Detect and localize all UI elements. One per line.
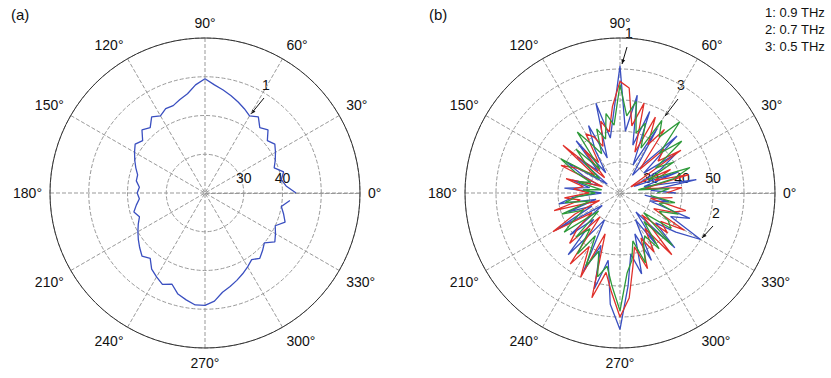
svg-text:30°: 30°: [761, 97, 782, 113]
svg-text:330°: 330°: [346, 274, 375, 290]
svg-text:50: 50: [705, 170, 721, 186]
svg-text:300°: 300°: [702, 333, 731, 349]
svg-text:40: 40: [275, 170, 291, 186]
svg-text:300°: 300°: [287, 333, 316, 349]
svg-text:30: 30: [236, 170, 252, 186]
svg-text:210°: 210°: [35, 274, 64, 290]
svg-text:0°: 0°: [368, 185, 381, 201]
svg-text:30°: 30°: [346, 97, 367, 113]
svg-text:0°: 0°: [783, 185, 796, 201]
svg-text:180°: 180°: [13, 185, 42, 201]
svg-text:1: 1: [262, 77, 270, 93]
svg-text:60°: 60°: [287, 37, 308, 53]
svg-text:240°: 240°: [95, 333, 124, 349]
svg-text:120°: 120°: [510, 37, 539, 53]
svg-text:(b): (b): [429, 6, 447, 23]
svg-text:180°: 180°: [428, 185, 457, 201]
svg-text:(a): (a): [11, 6, 29, 23]
svg-text:210°: 210°: [450, 274, 479, 290]
svg-text:150°: 150°: [450, 97, 479, 113]
svg-text:60°: 60°: [702, 37, 723, 53]
svg-text:120°: 120°: [95, 37, 124, 53]
svg-text:2: 0.7 THz: 2: 0.7 THz: [765, 22, 825, 37]
svg-text:2: 2: [712, 205, 720, 221]
svg-text:240°: 240°: [510, 333, 539, 349]
svg-text:270°: 270°: [191, 355, 220, 371]
svg-text:330°: 330°: [761, 274, 790, 290]
svg-text:1: 0.9 THz: 1: 0.9 THz: [765, 5, 825, 20]
svg-text:3: 3: [677, 77, 685, 93]
svg-text:90°: 90°: [609, 15, 630, 31]
svg-text:150°: 150°: [35, 97, 64, 113]
svg-text:90°: 90°: [194, 15, 215, 31]
svg-text:270°: 270°: [606, 355, 635, 371]
svg-text:3: 0.5 THz: 3: 0.5 THz: [765, 39, 825, 54]
